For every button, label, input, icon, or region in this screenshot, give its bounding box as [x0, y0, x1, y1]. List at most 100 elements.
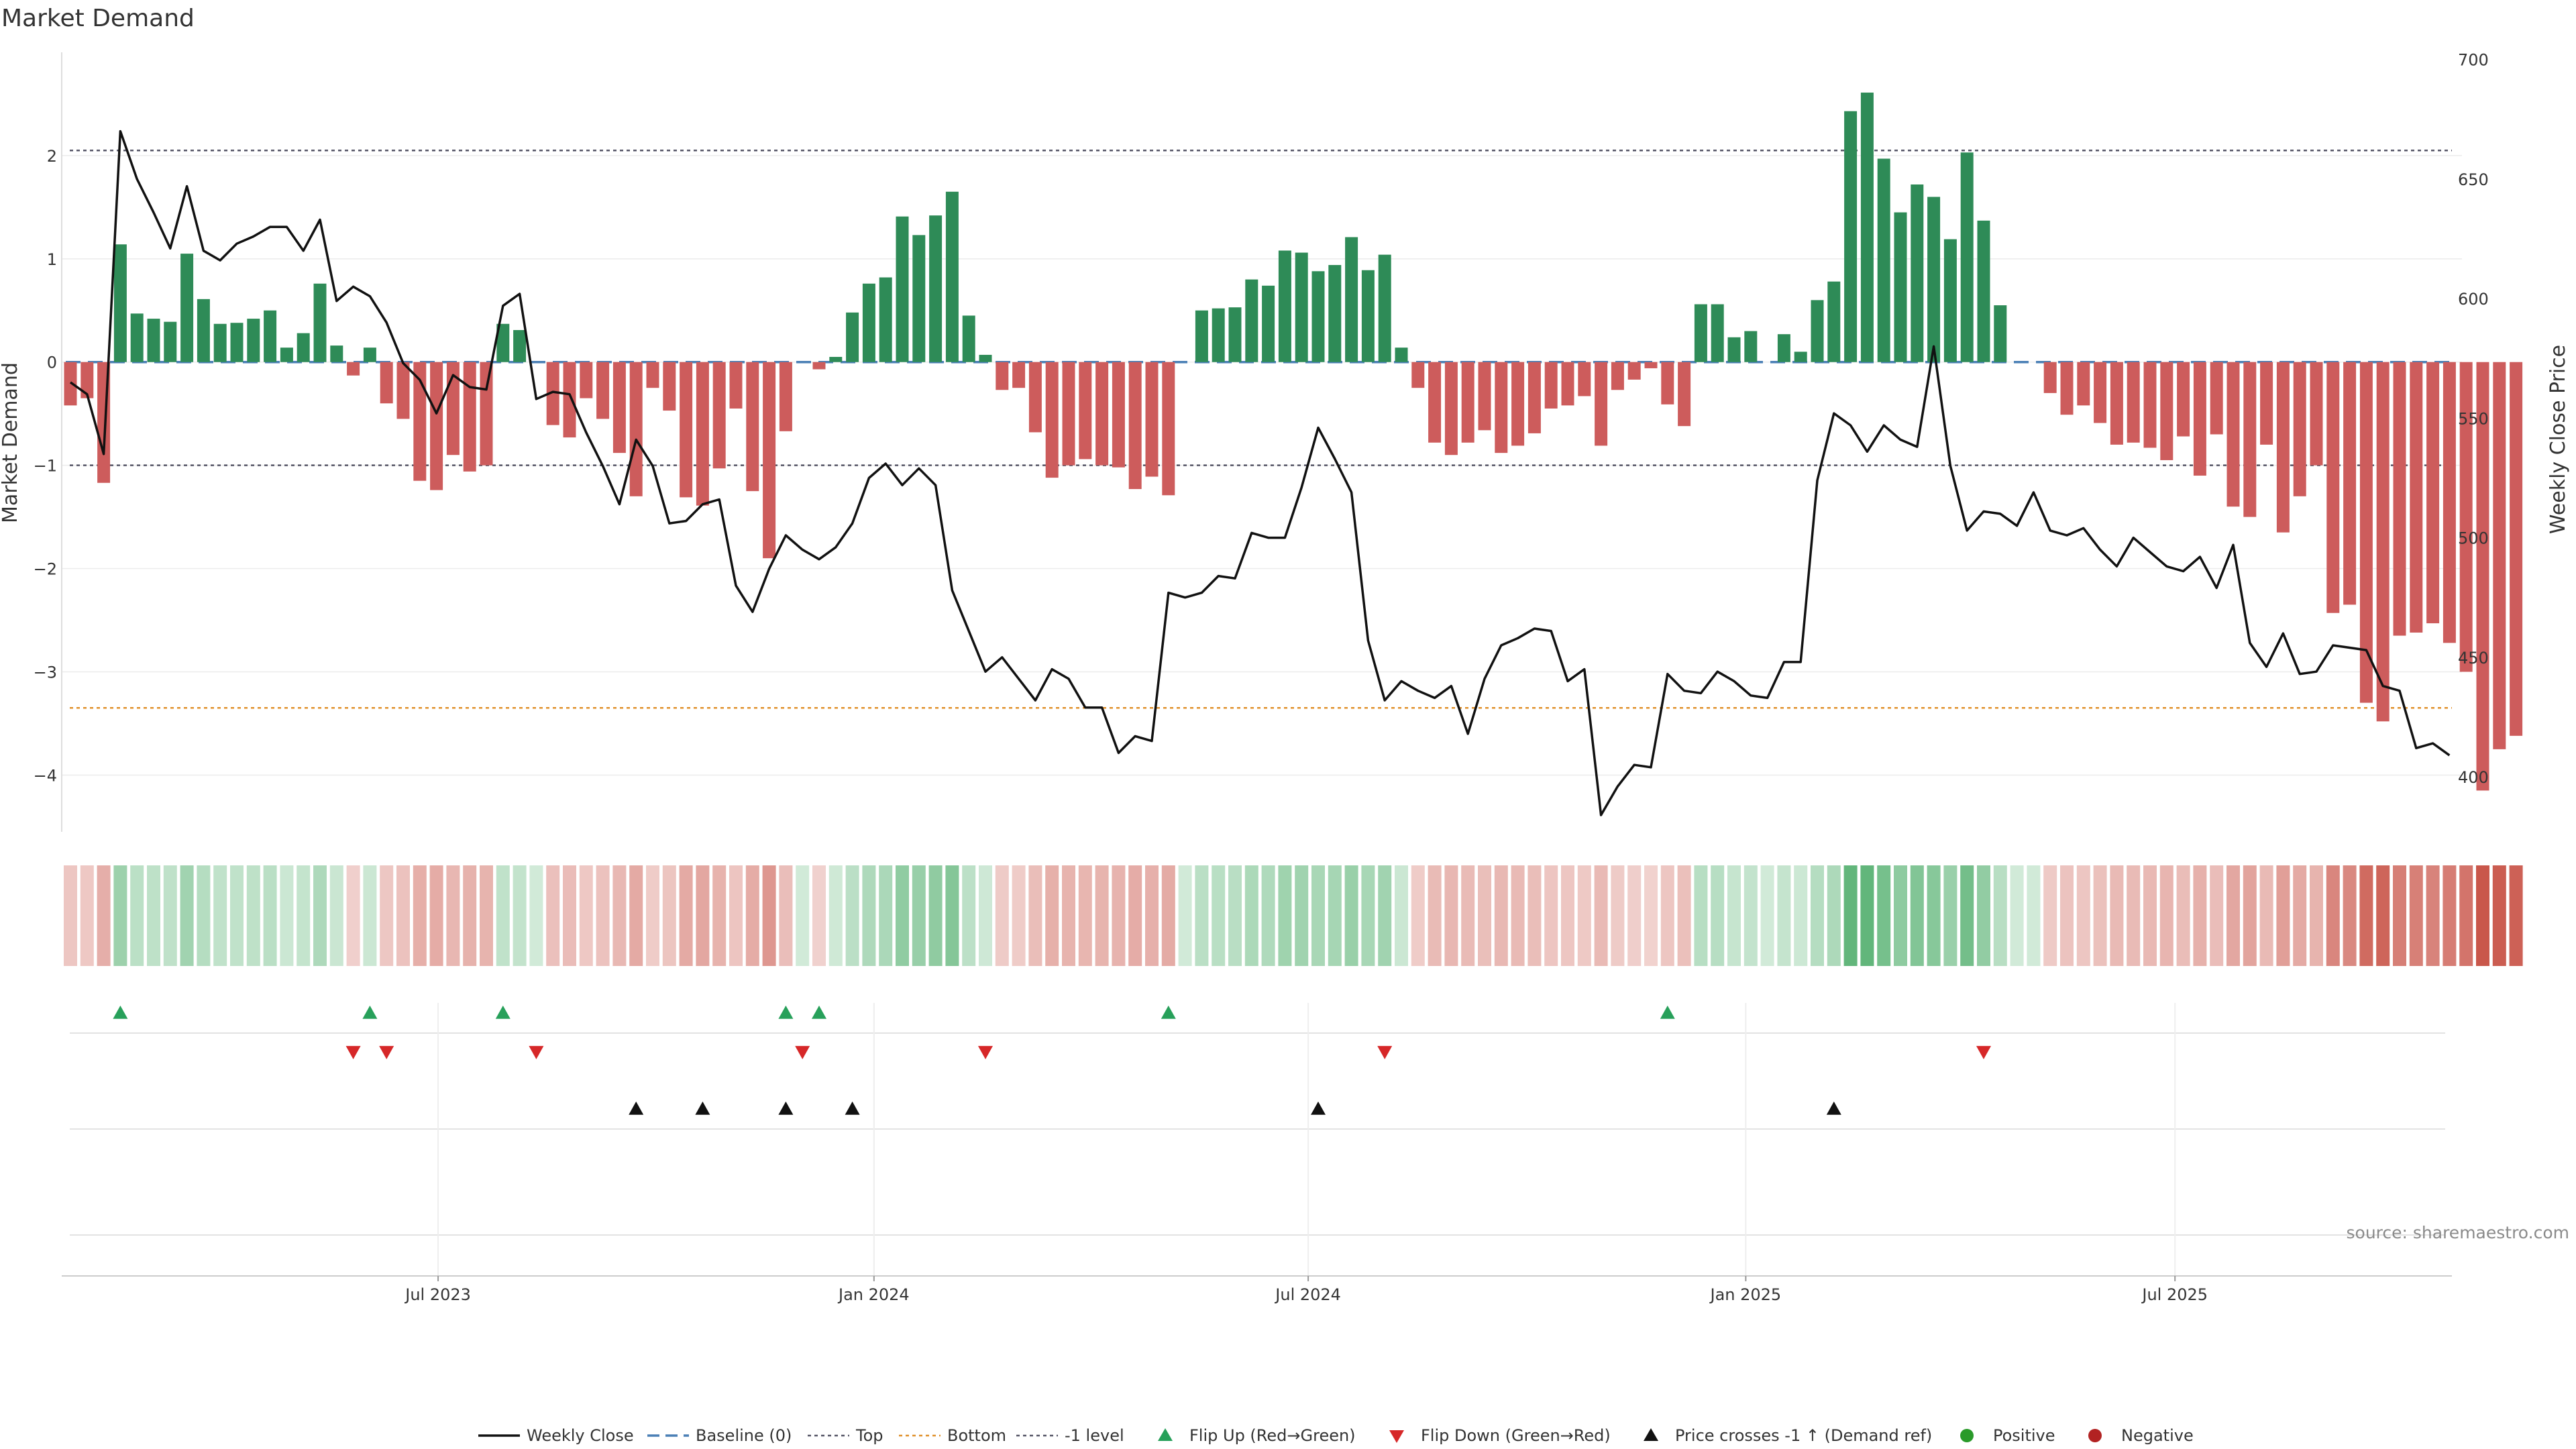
heat-cell — [2193, 865, 2207, 966]
heat-cell — [2476, 865, 2489, 966]
heat-cell — [2093, 865, 2107, 966]
heat-cell — [413, 865, 427, 966]
flip-down-marker — [379, 1046, 394, 1059]
legend-label: -1 level — [1065, 1426, 1124, 1445]
heat-cell — [1577, 865, 1591, 966]
heat-cell — [629, 865, 643, 966]
heat-cell — [563, 865, 576, 966]
positive-bar — [1278, 250, 1291, 362]
heat-cell — [1012, 865, 1026, 966]
positive-bar — [313, 283, 327, 362]
negative-bar — [2143, 362, 2157, 448]
negative-bar — [546, 362, 559, 425]
heat-cell — [745, 865, 759, 966]
heat-cell — [363, 865, 377, 966]
demand-heat-strip — [64, 865, 2523, 966]
heat-cell — [1993, 865, 2007, 966]
legend-label: Top — [855, 1426, 883, 1445]
heat-cell — [1811, 865, 1824, 966]
negative-bar — [2260, 362, 2273, 445]
weekly-close-line — [69, 129, 2451, 816]
positive-bar — [513, 330, 527, 362]
heat-cell — [1112, 865, 1126, 966]
negative-bar — [2110, 362, 2123, 445]
heat-cell — [2326, 865, 2340, 966]
positive-bar — [1694, 304, 1707, 362]
negative-bar — [2043, 362, 2057, 393]
positive-bar — [1361, 270, 1375, 362]
positive-bar — [979, 354, 992, 362]
positive-bar — [912, 235, 926, 362]
positive-bar — [1245, 279, 1258, 362]
heat-cell — [1095, 865, 1109, 966]
heat-cell — [313, 865, 327, 966]
heat-cell — [1644, 865, 1658, 966]
negative-bar — [1644, 362, 1658, 368]
heat-cell — [696, 865, 710, 966]
heat-cell — [380, 865, 394, 966]
positive-bar — [896, 216, 909, 362]
heat-cell — [2276, 865, 2290, 966]
legend-label: Flip Up (Red→Green) — [1189, 1426, 1356, 1445]
heat-cell — [213, 865, 227, 966]
heat-cell — [1212, 865, 1226, 966]
heat-cell — [97, 865, 111, 966]
negative-bar — [413, 362, 427, 481]
heat-cell — [1045, 865, 1059, 966]
negative-bar — [2210, 362, 2223, 435]
heat-cell — [1395, 865, 1408, 966]
y2-tick-label: 600 — [2458, 290, 2489, 309]
positive-bar — [363, 347, 376, 362]
heat-cell — [2426, 865, 2440, 966]
heat-cell — [1311, 865, 1325, 966]
heat-cell — [612, 865, 627, 966]
positive-bar — [1844, 111, 1858, 362]
y-tick-label: 0 — [47, 354, 57, 372]
heat-cell — [163, 865, 177, 966]
negative-bar — [2310, 362, 2323, 466]
heat-cell — [529, 865, 543, 966]
positive-bar — [1262, 285, 1275, 362]
heat-cell — [2259, 865, 2273, 966]
heat-cell — [2176, 865, 2190, 966]
negative-bar — [1661, 362, 1674, 405]
flip-up-marker — [812, 1006, 826, 1019]
negative-bar — [2459, 362, 2473, 672]
negative-bar — [680, 362, 693, 498]
heat-cell — [1195, 865, 1209, 966]
heat-cell — [1544, 865, 1558, 966]
heat-cell — [845, 865, 859, 966]
heat-cell — [2393, 865, 2406, 966]
heat-cell — [1244, 865, 1258, 966]
heat-cell — [180, 865, 194, 966]
heat-cell — [2376, 865, 2390, 966]
negative-bar — [2443, 362, 2456, 643]
flip-down-marker — [978, 1046, 993, 1059]
negative-bar — [2077, 362, 2090, 406]
heat-cell — [297, 865, 311, 966]
positive-bar — [1711, 304, 1724, 362]
legend: Weekly Close Baseline (0) Top Bottom -1 leve… — [478, 1426, 2194, 1445]
negative-bar — [2510, 362, 2523, 736]
heat-cell — [80, 865, 94, 966]
heat-cell — [1478, 865, 1491, 966]
heat-cell — [1727, 865, 1741, 966]
positive-bar — [1977, 220, 1990, 362]
positive-bar — [1827, 281, 1841, 362]
negative-bar — [1428, 362, 1442, 443]
heat-cell — [1627, 865, 1642, 966]
heat-cell — [1843, 865, 1858, 966]
negative-bar — [696, 362, 709, 506]
negative-bar — [2276, 362, 2290, 533]
heat-cell — [1145, 865, 1159, 966]
heat-cell — [1561, 865, 1574, 966]
negative-bar — [1079, 362, 1092, 460]
legend-label: Price crosses -1 ↑ (Demand ref) — [1675, 1426, 1932, 1445]
positive-bar — [1943, 239, 1957, 362]
positive-bar — [1960, 152, 1974, 362]
heat-cell — [2110, 865, 2124, 966]
negative-bar — [763, 362, 776, 559]
positive-bar — [1228, 307, 1242, 362]
negative-bar — [2493, 362, 2506, 749]
